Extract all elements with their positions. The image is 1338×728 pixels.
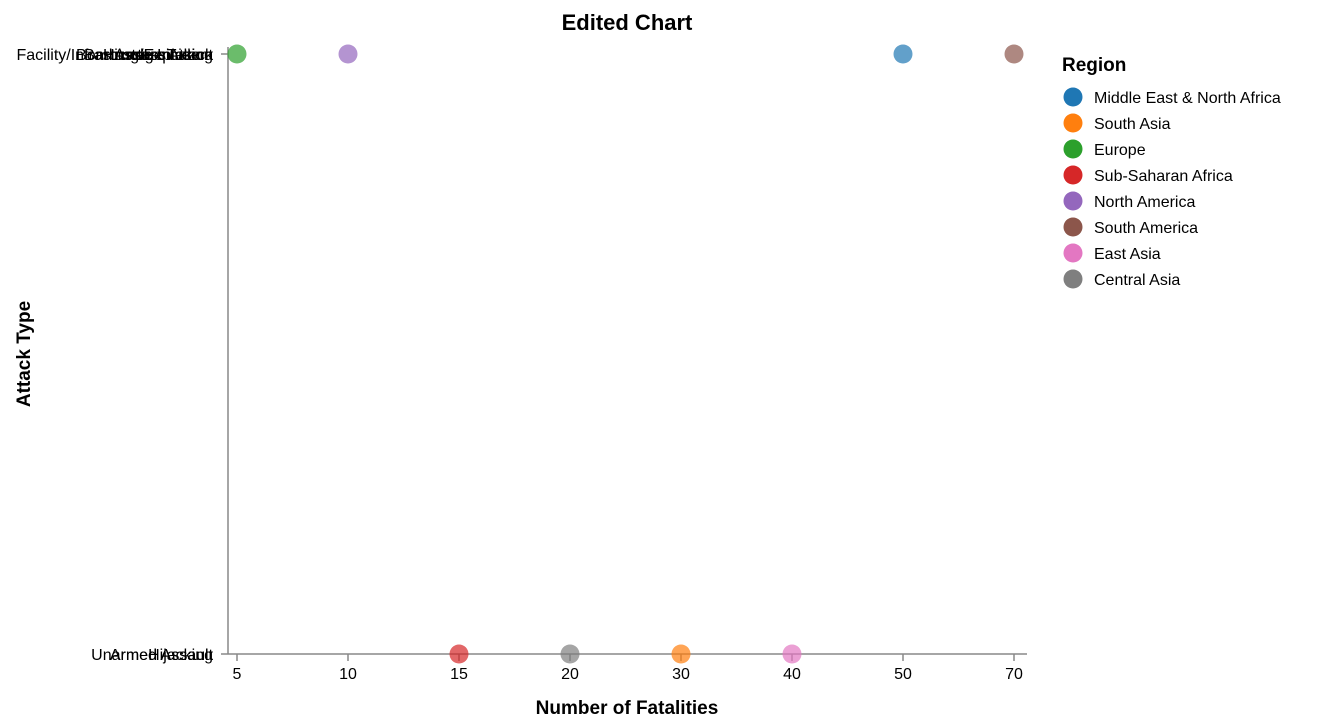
point-east-asia[interactable]	[782, 644, 802, 664]
legend-swatch-sub-saharan-africa	[1063, 165, 1083, 185]
y-tick-label: Hijacking	[148, 647, 213, 664]
y-tick-label: Armed Assault	[110, 647, 214, 664]
x-tick-label: 40	[783, 666, 801, 683]
chart-title: Edited Chart	[562, 10, 693, 35]
plot-area: 5 10 15 20 30 40 50 70 Bombing/ExplosionBarrica…	[16, 44, 1027, 683]
point-north-america[interactable]	[338, 44, 358, 64]
x-axis-ticks: 5 10 15 20 30 40 50 70	[233, 654, 1023, 683]
y-axis-title: Attack Type	[14, 301, 35, 407]
y-tick-label: Bombing/Explosion	[76, 47, 213, 64]
legend-title: Region	[1062, 55, 1126, 76]
legend-swatch-middle-east-north-africa	[1063, 87, 1083, 107]
point-middle-east-north-africa[interactable]	[893, 44, 913, 64]
x-tick-label: 5	[233, 666, 242, 683]
y-tick-label: Unarmed Assault	[91, 647, 213, 664]
x-tick-label: 50	[894, 666, 912, 683]
legend-label-sub-saharan-africa: Sub-Saharan Africa	[1094, 168, 1233, 185]
x-tick-label: 70	[1005, 666, 1023, 683]
legend-swatch-north-america	[1063, 191, 1083, 211]
y-tick-label: Hostage Taking	[103, 47, 213, 64]
x-tick-label: 15	[450, 666, 468, 683]
point-south-america[interactable]	[1004, 44, 1024, 64]
x-axis-title: Number of Fatalities	[536, 698, 719, 719]
legend-swatch-south-america	[1063, 217, 1083, 237]
y-tick-label: Barricade Incident	[84, 47, 214, 64]
x-tick-label: 20	[561, 666, 579, 683]
point-sub-saharan-africa[interactable]	[449, 644, 469, 664]
legend-label-east-asia: East Asia	[1094, 246, 1161, 263]
legend-items: Middle East & North Africa South Asia Euro…	[1063, 87, 1281, 289]
legend-label-europe: Europe	[1094, 142, 1146, 159]
point-europe[interactable]	[227, 44, 247, 64]
data-points	[227, 44, 1024, 664]
legend-swatch-east-asia	[1063, 243, 1083, 263]
legend-label-middle-east-north-africa: Middle East & North Africa	[1094, 90, 1281, 107]
legend-label-south-america: South America	[1094, 220, 1198, 237]
x-tick-label: 10	[339, 666, 357, 683]
y-tick-label: Assassination	[114, 47, 213, 64]
legend-swatch-central-asia	[1063, 269, 1083, 289]
legend-label-north-america: North America	[1094, 194, 1195, 211]
legend-label-central-asia: Central Asia	[1094, 272, 1180, 289]
y-tick-label: Facility/Infrastructure Attack	[16, 47, 214, 64]
point-south-asia[interactable]	[671, 644, 691, 664]
legend: Region Middle East & North Africa South A…	[1062, 55, 1281, 289]
legend-swatch-south-asia	[1063, 113, 1083, 133]
legend-label-south-asia: South Asia	[1094, 116, 1171, 133]
legend-swatch-europe	[1063, 139, 1083, 159]
point-central-asia[interactable]	[560, 644, 580, 664]
x-tick-label: 30	[672, 666, 690, 683]
